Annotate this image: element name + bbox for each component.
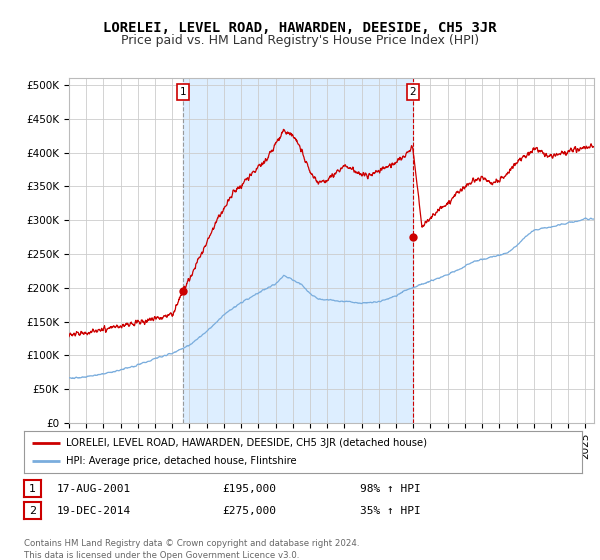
Text: 2: 2: [409, 87, 416, 97]
Text: 98% ↑ HPI: 98% ↑ HPI: [360, 484, 421, 494]
Text: 1: 1: [180, 87, 187, 97]
Bar: [183, 78, 413, 423]
Text: 35% ↑ HPI: 35% ↑ HPI: [360, 506, 421, 516]
Text: £275,000: £275,000: [222, 506, 276, 516]
Text: Contains HM Land Registry data © Crown copyright and database right 2024.
This d: Contains HM Land Registry data © Crown c…: [24, 539, 359, 560]
Text: £195,000: £195,000: [222, 484, 276, 494]
Text: 2: 2: [29, 506, 36, 516]
Text: LORELEI, LEVEL ROAD, HAWARDEN, DEESIDE, CH5 3JR: LORELEI, LEVEL ROAD, HAWARDEN, DEESIDE, …: [103, 21, 497, 35]
Text: 19-DEC-2014: 19-DEC-2014: [57, 506, 131, 516]
Text: Price paid vs. HM Land Registry's House Price Index (HPI): Price paid vs. HM Land Registry's House …: [121, 34, 479, 46]
Text: LORELEI, LEVEL ROAD, HAWARDEN, DEESIDE, CH5 3JR (detached house): LORELEI, LEVEL ROAD, HAWARDEN, DEESIDE, …: [66, 438, 427, 448]
Text: 17-AUG-2001: 17-AUG-2001: [57, 484, 131, 494]
Text: 1: 1: [29, 484, 36, 494]
Text: HPI: Average price, detached house, Flintshire: HPI: Average price, detached house, Flin…: [66, 456, 296, 466]
